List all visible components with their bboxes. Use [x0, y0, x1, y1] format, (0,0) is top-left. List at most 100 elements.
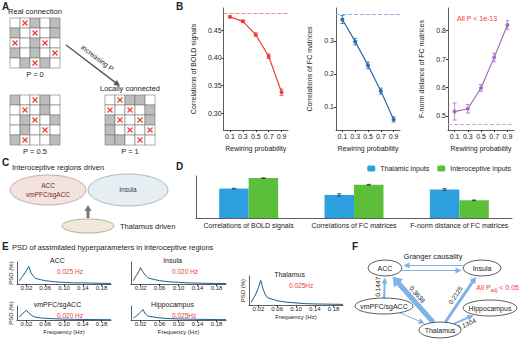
svg-text:0.18: 0.18 — [96, 285, 108, 291]
svg-text:Frequency (Hz): Frequency (Hz) — [43, 329, 84, 335]
svg-text:0.7: 0.7 — [436, 56, 446, 63]
svg-text:0.14: 0.14 — [309, 306, 321, 312]
svg-text:0.9: 0.9 — [503, 133, 513, 140]
svg-text:0.02: 0.02 — [135, 285, 147, 291]
svg-text:C: C — [2, 157, 9, 168]
svg-text:0.1: 0.1 — [324, 103, 334, 110]
svg-text:0.3: 0.3 — [238, 133, 248, 140]
svg-text:0.7: 0.7 — [376, 133, 386, 140]
svg-text:0.18: 0.18 — [211, 285, 223, 291]
svg-text:0.10: 0.10 — [173, 285, 185, 291]
svg-text:0.06: 0.06 — [271, 306, 283, 312]
svg-text:PSD of assimilated hyperparame: PSD of assimilated hyperparameters in in… — [12, 243, 214, 252]
svg-text:0.10: 0.10 — [58, 321, 70, 327]
svg-text:0.06: 0.06 — [154, 285, 166, 291]
svg-text:0.020 Hz: 0.020 Hz — [57, 312, 83, 319]
svg-text:0.06: 0.06 — [39, 285, 51, 291]
svg-text:0.5: 0.5 — [436, 112, 446, 119]
svg-text:0.14: 0.14 — [77, 321, 89, 327]
svg-text:0.18: 0.18 — [96, 321, 108, 327]
svg-text:Rewiring probability: Rewiring probability — [450, 145, 512, 153]
svg-text:ACC: ACC — [50, 257, 65, 264]
svg-text:D: D — [176, 161, 183, 172]
svg-text:0.45: 0.45 — [208, 27, 222, 34]
svg-text:0.1: 0.1 — [450, 133, 460, 140]
svg-text:Correlations of BOLD signals: Correlations of BOLD signals — [190, 23, 198, 114]
svg-text:Rewiring probability: Rewiring probability — [337, 145, 399, 153]
svg-text:0.025Hz: 0.025Hz — [289, 282, 313, 289]
svg-text:ACC: ACC — [41, 182, 55, 189]
svg-text:0.020 Hz: 0.020 Hz — [172, 268, 198, 275]
svg-text:P = 1: P = 1 — [121, 147, 139, 156]
svg-text:0.02: 0.02 — [135, 321, 147, 327]
svg-text:increasing P: increasing P — [79, 44, 115, 74]
svg-text:0.9: 0.9 — [389, 133, 399, 140]
svg-text:vmPFC/sgACC: vmPFC/sgACC — [26, 191, 70, 199]
svg-text:Hippocampus: Hippocampus — [151, 301, 194, 309]
svg-text:F: F — [352, 241, 358, 252]
svg-text:Frequency (Hz): Frequency (Hz) — [275, 314, 316, 320]
svg-text:B: B — [176, 1, 183, 12]
svg-text:Thalamic inputs: Thalamic inputs — [380, 165, 430, 173]
svg-text:Rewiring probability: Rewiring probability — [225, 145, 287, 153]
svg-text:0.1447: 0.1447 — [374, 276, 382, 296]
svg-text:vmPFC/sgACC: vmPFC/sgACC — [34, 301, 81, 309]
svg-text:0.14: 0.14 — [77, 285, 89, 291]
svg-text:0.3638: 0.3638 — [408, 285, 427, 305]
svg-text:F-norm distance of FC matrices: F-norm distance of FC matrices — [418, 19, 425, 118]
svg-text:vmPFC/sgACC: vmPFC/sgACC — [360, 303, 407, 311]
svg-text:Thalamus: Thalamus — [274, 271, 305, 278]
svg-text:0.18: 0.18 — [211, 321, 223, 327]
svg-text:PSD (%): PSD (%) — [8, 261, 14, 284]
svg-text:0.5: 0.5 — [251, 133, 261, 140]
svg-text:Insula: Insula — [119, 186, 137, 193]
svg-text:0.7: 0.7 — [489, 133, 499, 140]
svg-text:0.18: 0.18 — [328, 306, 340, 312]
svg-text:0.1: 0.1 — [338, 133, 348, 140]
svg-text:Correlations of BOLD signals: Correlations of BOLD signals — [204, 222, 295, 230]
svg-text:0.06: 0.06 — [39, 321, 51, 327]
svg-text:Insula: Insula — [473, 265, 492, 272]
svg-text:P = 0.5: P = 0.5 — [23, 147, 47, 156]
svg-text:0.025Hz: 0.025Hz — [172, 312, 196, 319]
svg-text:0.06: 0.06 — [154, 321, 166, 327]
svg-text:F-norm distance of FC matrices: F-norm distance of FC matrices — [410, 222, 509, 229]
svg-text:0.30: 0.30 — [208, 110, 222, 117]
svg-text:0.3: 0.3 — [324, 37, 334, 44]
svg-text:PSD (%): PSD (%) — [8, 301, 14, 324]
svg-text:0.7: 0.7 — [264, 133, 274, 140]
svg-text:0.6: 0.6 — [436, 84, 446, 91]
svg-text:Insula: Insula — [163, 257, 182, 264]
svg-text:Granger causality: Granger causality — [404, 252, 463, 261]
svg-text:0.35: 0.35 — [208, 82, 222, 89]
svg-text:PSD (%): PSD (%) — [240, 279, 246, 302]
svg-text:Real connection: Real connection — [8, 7, 62, 16]
svg-text:0.10: 0.10 — [58, 285, 70, 291]
svg-text:Hippocampus: Hippocampus — [469, 305, 512, 313]
svg-text:0.2125: 0.2125 — [447, 285, 464, 306]
svg-text:All Padj < 0.05: All Padj < 0.05 — [476, 284, 519, 293]
svg-text:Interoceptive inputs: Interoceptive inputs — [450, 165, 511, 173]
svg-text:Interoceptive regions driven: Interoceptive regions driven — [12, 163, 104, 172]
svg-text:Locally connected: Locally connected — [100, 84, 160, 93]
svg-text:All P < 1e-13: All P < 1e-13 — [457, 15, 497, 22]
svg-text:Correlations of FC matrices: Correlations of FC matrices — [311, 222, 397, 229]
svg-text:0.14: 0.14 — [192, 285, 204, 291]
svg-text:0.02: 0.02 — [21, 285, 33, 291]
svg-text:0.14: 0.14 — [192, 321, 204, 327]
svg-text:Frequency (Hz): Frequency (Hz) — [158, 329, 199, 335]
svg-text:0.02: 0.02 — [21, 321, 33, 327]
svg-text:0.10: 0.10 — [290, 306, 302, 312]
svg-text:0.40: 0.40 — [208, 54, 222, 61]
svg-text:0.02: 0.02 — [253, 306, 265, 312]
svg-text:0.3: 0.3 — [463, 133, 473, 140]
svg-text:Thalamus: Thalamus — [425, 327, 456, 334]
svg-text:0.8: 0.8 — [436, 27, 446, 34]
svg-text:0.025 Hz: 0.025 Hz — [57, 268, 83, 275]
svg-text:0.10: 0.10 — [173, 321, 185, 327]
svg-text:Correlations of FC matrices: Correlations of FC matrices — [306, 26, 313, 112]
svg-text:Thalamus driven: Thalamus driven — [120, 222, 175, 231]
svg-text:0.1: 0.1 — [225, 133, 235, 140]
svg-text:ACC: ACC — [378, 265, 393, 272]
svg-text:0.5: 0.5 — [363, 133, 373, 140]
